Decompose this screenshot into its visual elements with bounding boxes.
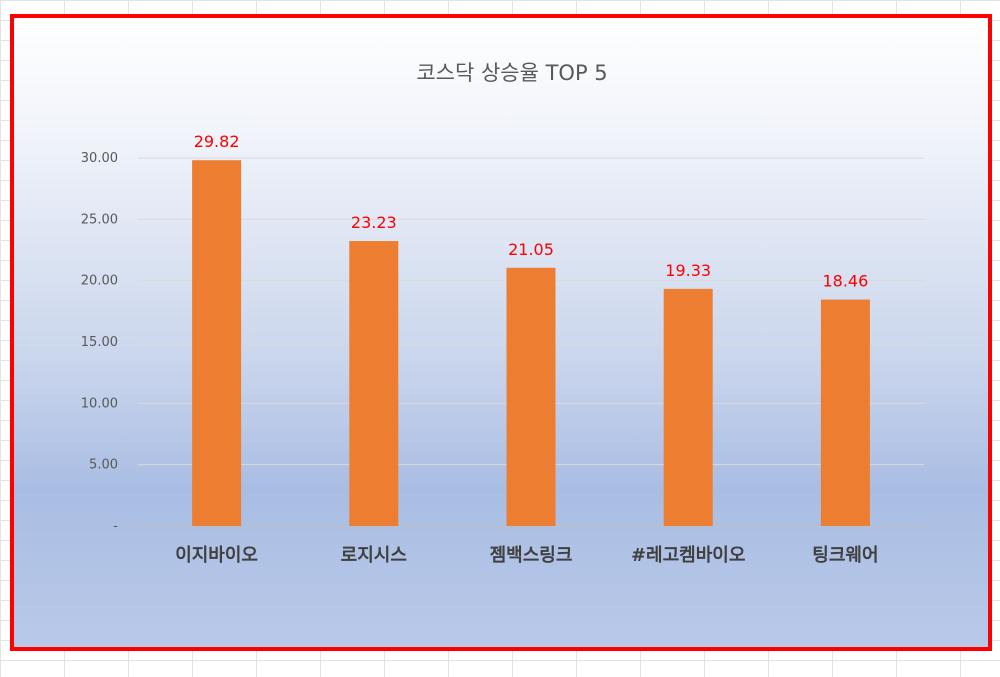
data-label: 21.05 bbox=[508, 240, 554, 259]
x-axis: 이지바이오 로지시스 젬백스링크 #레고켐바이오 팅크웨어 bbox=[175, 545, 878, 566]
bar bbox=[192, 160, 242, 526]
chart: 코스닥 상승율 TOP 5 - 5.00 10.00 15.00 20.00 25.00 3… bbox=[81, 61, 924, 566]
bars bbox=[192, 160, 870, 526]
x-tick-label: 젬백스링크 bbox=[490, 545, 573, 566]
y-axis: - 5.00 10.00 15.00 20.00 25.00 30.00 bbox=[81, 151, 119, 534]
y-tick-label: 25.00 bbox=[81, 212, 118, 227]
y-tick-label: - bbox=[113, 519, 118, 534]
bar bbox=[506, 267, 556, 526]
x-tick-label: #레고켐바이오 bbox=[631, 545, 745, 566]
x-tick-label: 이지바이오 bbox=[175, 545, 258, 566]
bar bbox=[663, 288, 713, 526]
y-tick-label: 15.00 bbox=[81, 335, 118, 350]
bar bbox=[349, 241, 399, 526]
chart-frame: 코스닥 상승율 TOP 5 - 5.00 10.00 15.00 20.00 25.00 3… bbox=[10, 14, 992, 651]
y-tick-label: 30.00 bbox=[81, 151, 118, 166]
data-labels: 29.82 23.23 21.05 19.33 18.46 bbox=[194, 132, 869, 290]
bar bbox=[820, 299, 870, 526]
y-tick-label: 20.00 bbox=[81, 274, 118, 289]
data-label: 18.46 bbox=[822, 272, 868, 291]
data-label: 19.33 bbox=[665, 261, 711, 280]
x-tick-label: 로지시스 bbox=[341, 545, 407, 566]
x-tick-label: 팅크웨어 bbox=[812, 545, 878, 566]
y-tick-label: 10.00 bbox=[81, 396, 118, 411]
data-label: 29.82 bbox=[194, 132, 240, 151]
data-label: 23.23 bbox=[351, 213, 397, 232]
y-tick-label: 5.00 bbox=[89, 458, 118, 473]
chart-title: 코스닥 상승율 TOP 5 bbox=[416, 61, 607, 85]
